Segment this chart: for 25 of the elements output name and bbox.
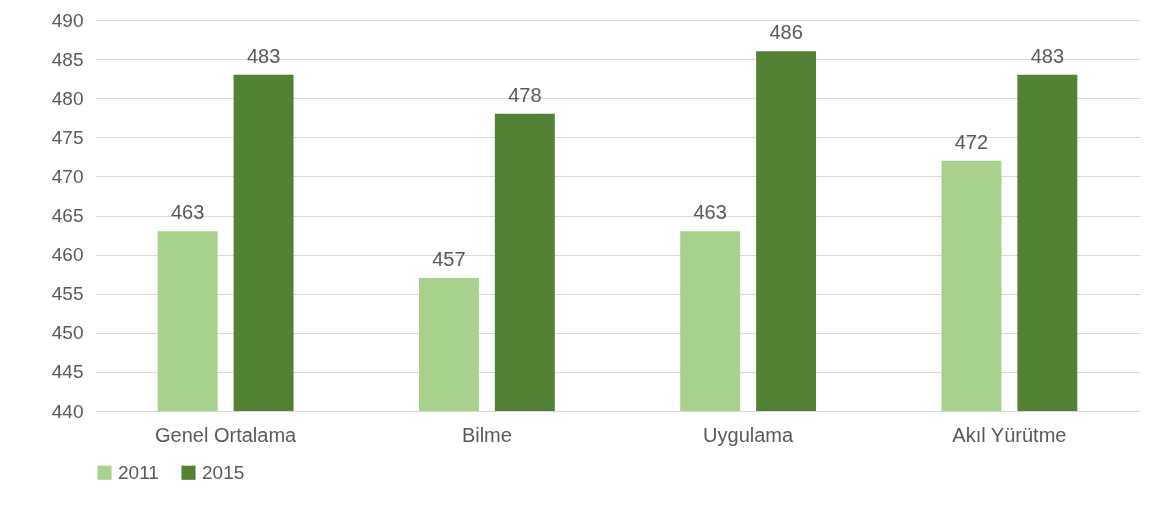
y-tick-label: 440 bbox=[51, 400, 84, 422]
y-tick-label: 490 bbox=[51, 9, 84, 31]
data-label: 478 bbox=[508, 83, 542, 106]
y-tick-label: 475 bbox=[51, 126, 84, 148]
y-tick-label: 465 bbox=[51, 205, 84, 226]
data-label: 486 bbox=[769, 21, 803, 44]
legend-label: 2015 bbox=[202, 461, 245, 483]
x-tick-label: Akıl Yürütme bbox=[952, 423, 1067, 446]
y-tick-label: 455 bbox=[51, 283, 84, 305]
data-label: 457 bbox=[432, 248, 466, 271]
y-tick-label: 470 bbox=[51, 165, 84, 187]
data-label: 463 bbox=[170, 201, 205, 224]
x-tick-label: Uygulama bbox=[703, 423, 795, 446]
x-tick-label: Bilme bbox=[461, 423, 512, 446]
data-label: 483 bbox=[246, 44, 281, 67]
data-label: 483 bbox=[1030, 44, 1065, 67]
y-tick-label: 485 bbox=[51, 48, 84, 70]
data-label: 463 bbox=[693, 201, 727, 224]
x-tick-label: Genel Ortalama bbox=[155, 423, 298, 446]
data-label: 472 bbox=[954, 130, 989, 153]
y-tick-label: 460 bbox=[51, 244, 84, 266]
legend-label: 2011 bbox=[118, 461, 159, 483]
y-tick-label: 450 bbox=[51, 322, 84, 344]
y-tick-label: 480 bbox=[51, 87, 84, 109]
y-tick-label: 445 bbox=[51, 361, 84, 383]
